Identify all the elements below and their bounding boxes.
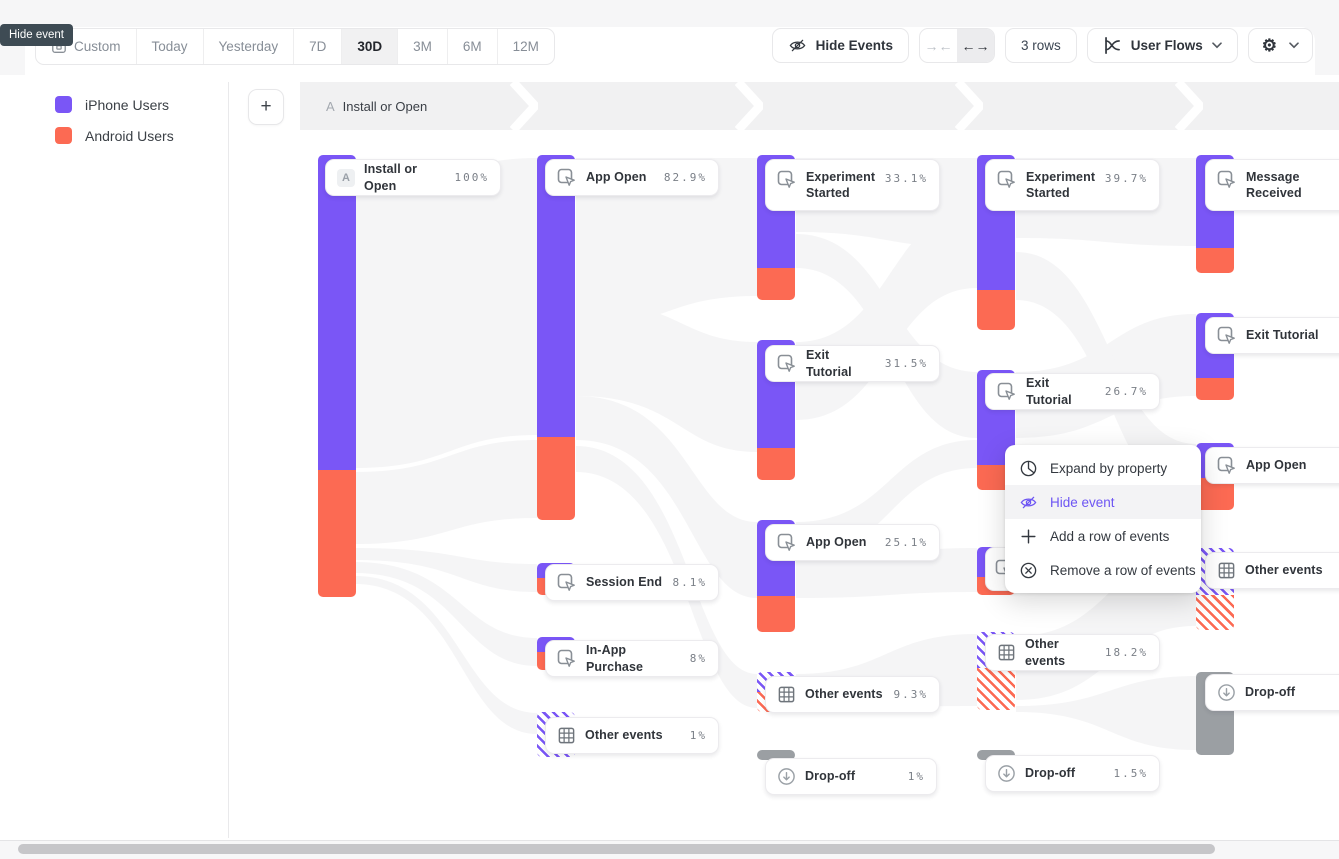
menu-item-hide-event[interactable]: Hide event xyxy=(1005,485,1201,519)
menu-item-add-row-of-events[interactable]: Add a row of events xyxy=(1005,519,1201,553)
node-card-session-end[interactable]: Session End 8.1% xyxy=(545,564,719,601)
event-icon xyxy=(777,354,797,374)
node-bar-drop-off[interactable] xyxy=(757,750,795,760)
node-card-app-open[interactable]: App Open 25.1% xyxy=(765,524,940,561)
node-card-other-events[interactable]: Other events 1% xyxy=(545,717,719,754)
grid-icon xyxy=(777,685,796,704)
event-icon xyxy=(1217,170,1237,190)
node-card-exit-tutorial[interactable]: Exit Tutorial 26.7% xyxy=(985,373,1160,410)
node-card-exit-tutorial[interactable]: Exit Tutorial xyxy=(1205,317,1339,354)
chevron-separator-icon xyxy=(735,82,763,130)
node-bar-install-or-open[interactable] xyxy=(318,155,356,597)
gear-icon: ⚙ xyxy=(1261,36,1277,55)
right-toolbar: Hide Events →← ←→ 3 rows User Flows ⚙ xyxy=(771,28,1313,63)
node-card-experiment-started[interactable]: Experiment Started 33.1% xyxy=(765,159,940,211)
node-card-app-open[interactable]: App Open xyxy=(1205,447,1339,484)
expand-by-property-icon xyxy=(1019,459,1038,478)
chevron-down-icon xyxy=(1289,42,1299,49)
date-range-6m[interactable]: 6M xyxy=(448,29,498,64)
step-breadcrumb-bar: A Install or Open xyxy=(300,82,1339,130)
eye-off-icon xyxy=(788,36,807,55)
view-selector-user-flows[interactable]: User Flows xyxy=(1086,28,1238,63)
drop-off-icon xyxy=(997,764,1016,783)
cohort-legend: iPhone Users Android Users xyxy=(55,96,174,144)
chevron-separator-icon xyxy=(510,82,538,130)
hide-event-tooltip: Hide event xyxy=(0,24,73,46)
date-range-3m[interactable]: 3M xyxy=(398,29,448,64)
hide-events-button[interactable]: Hide Events xyxy=(771,28,909,63)
chevron-down-icon xyxy=(1211,42,1222,49)
chevron-separator-icon xyxy=(955,82,983,130)
date-range-7d[interactable]: 7D xyxy=(294,29,343,64)
drop-off-icon xyxy=(777,767,796,786)
legend-item-iphone-users[interactable]: iPhone Users xyxy=(55,96,174,113)
date-range-yesterday[interactable]: Yesterday xyxy=(204,29,295,64)
event-icon xyxy=(1217,326,1237,346)
breadcrumb-step-install-or-open[interactable]: A Install or Open xyxy=(326,98,428,114)
date-range-today[interactable]: Today xyxy=(137,29,204,64)
eye-off-icon xyxy=(1019,493,1038,512)
node-card-app-open[interactable]: App Open 82.9% xyxy=(545,159,719,196)
date-range-12m[interactable]: 12M xyxy=(512,39,539,54)
sidebar-divider xyxy=(228,82,229,838)
grid-icon xyxy=(1217,561,1236,580)
node-card-message-received[interactable]: Message Received xyxy=(1205,159,1339,211)
node-card-experiment-started[interactable]: Experiment Started 39.7% xyxy=(985,159,1160,211)
event-icon xyxy=(997,170,1017,190)
node-card-in-app-purchase[interactable]: In-App Purchase 8% xyxy=(545,640,719,677)
date-range-30d-selected[interactable]: 30D xyxy=(342,29,399,64)
settings-button[interactable]: ⚙ xyxy=(1247,28,1313,63)
node-card-drop-off[interactable]: Drop-off 1% xyxy=(765,758,937,795)
event-icon xyxy=(557,573,577,593)
menu-item-remove-row-of-events[interactable]: Remove a row of events xyxy=(1005,553,1201,587)
node-card-install-or-open[interactable]: A Install or Open 100% xyxy=(325,159,501,196)
rows-button[interactable]: 3 rows xyxy=(1004,28,1077,63)
event-icon xyxy=(557,649,577,669)
horizontal-scrollbar-thumb[interactable] xyxy=(18,844,1215,854)
iphone-color-swatch xyxy=(55,96,72,113)
event-icon xyxy=(557,168,577,188)
menu-item-expand-by-property[interactable]: Expand by property xyxy=(1005,451,1201,485)
node-card-other-events[interactable]: Other events 9.3% xyxy=(765,676,940,713)
event-icon xyxy=(997,382,1017,402)
grid-icon xyxy=(557,726,576,745)
date-range-label: Custom xyxy=(74,39,121,54)
node-card-other-events[interactable]: Other events 18.2% xyxy=(985,634,1160,671)
add-step-button[interactable]: + xyxy=(248,89,284,125)
expand-columns-button[interactable]: ←→ xyxy=(956,29,994,62)
event-icon xyxy=(777,170,797,190)
chevron-separator-icon xyxy=(1175,82,1203,130)
node-card-drop-off[interactable]: Drop-off xyxy=(1205,674,1339,711)
event-icon xyxy=(777,533,797,553)
legend-item-android-users[interactable]: Android Users xyxy=(55,127,174,144)
plus-icon xyxy=(1019,527,1038,546)
node-card-exit-tutorial[interactable]: Exit Tutorial 31.5% xyxy=(765,345,940,382)
node-context-menu: Expand by property Hide event Add a row … xyxy=(1005,445,1201,593)
drop-off-icon xyxy=(1217,683,1236,702)
node-bar-app-open[interactable] xyxy=(537,155,575,520)
user-flows-icon xyxy=(1103,36,1122,55)
step-a-badge: A xyxy=(337,168,355,187)
date-range-control: Custom Today Yesterday 7D 30D 3M 6M 12M xyxy=(35,28,555,65)
event-icon xyxy=(1217,456,1237,476)
collapse-expand-control: →← ←→ xyxy=(918,28,995,63)
node-card-other-events[interactable]: Other events xyxy=(1205,552,1339,589)
grid-icon xyxy=(997,643,1016,662)
collapse-columns-button[interactable]: →← xyxy=(924,37,953,54)
android-color-swatch xyxy=(55,127,72,144)
node-card-drop-off[interactable]: Drop-off 1.5% xyxy=(985,755,1160,792)
remove-circle-icon xyxy=(1019,561,1038,580)
